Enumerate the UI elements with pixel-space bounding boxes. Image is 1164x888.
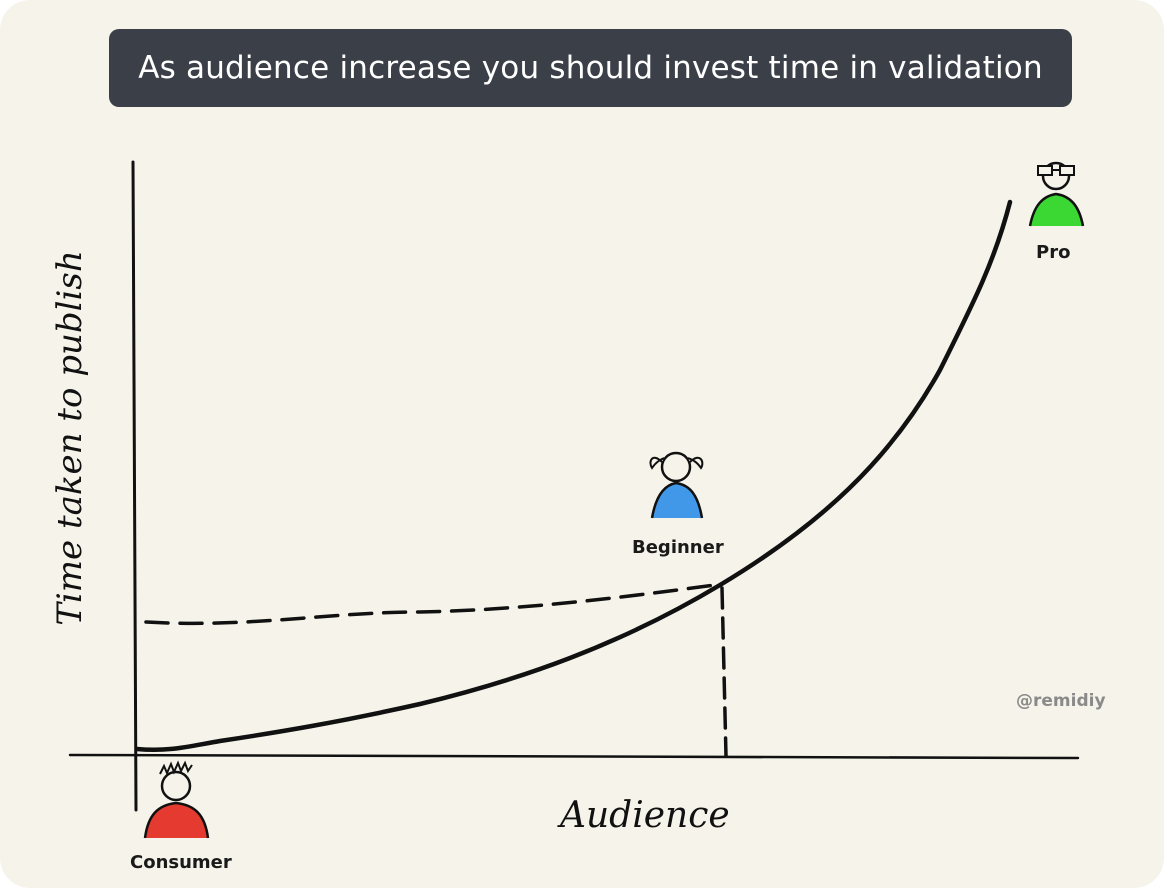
consumer-figure: [143, 760, 210, 839]
y-axis-label: Time taken to publish: [50, 250, 90, 626]
consumer-label: Consumer: [130, 852, 232, 873]
beginner-figure: [649, 451, 704, 519]
y-axis: [131, 160, 138, 812]
vertical-dashed-guide: [720, 586, 728, 758]
title-banner: As audience increase you should invest t…: [109, 29, 1072, 107]
author-credit: @remidiy: [1016, 691, 1106, 711]
growth-curve: [134, 199, 1013, 753]
beginner-label: Beginner: [632, 537, 724, 558]
x-axis: [68, 753, 1080, 760]
horizontal-dashed-guide: [144, 582, 724, 626]
x-axis-label: Audience: [560, 795, 730, 836]
pro-label: Pro: [1036, 242, 1071, 263]
pro-figure: [1028, 161, 1085, 227]
